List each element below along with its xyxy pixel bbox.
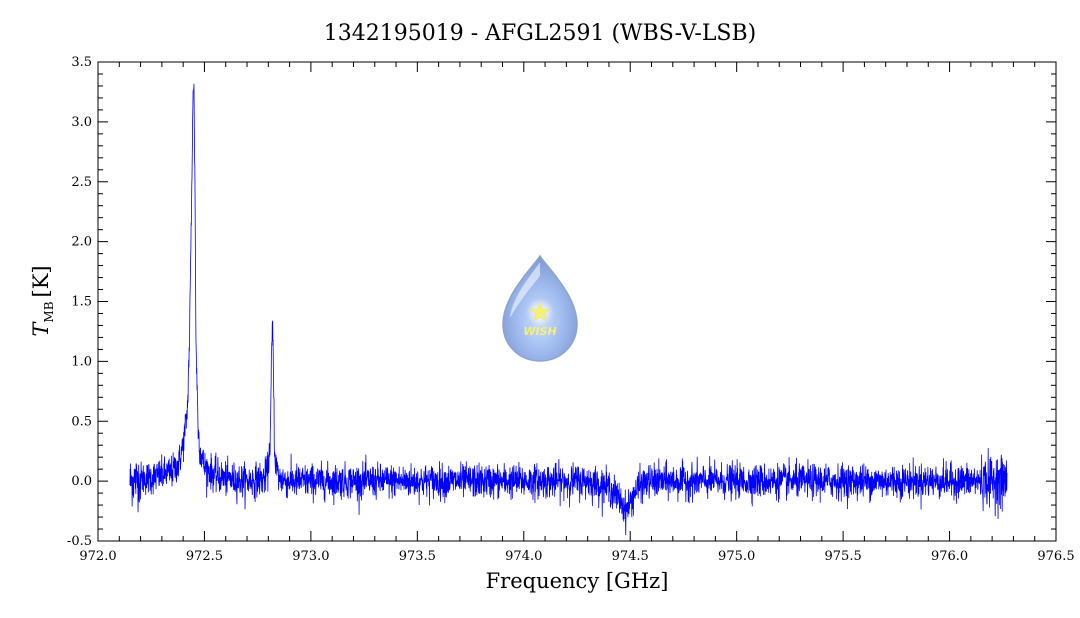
y-tick-label: 0.5 (71, 414, 92, 429)
x-tick-label: 972.0 (79, 549, 116, 564)
x-tick-label: 973.5 (399, 549, 436, 564)
y-tick-label: 1.5 (71, 295, 92, 310)
chart-title: 1342195019 - AFGL2591 (WBS-V-LSB) (324, 21, 757, 46)
water-drop-star-logo: WISH (502, 254, 578, 362)
y-tick-label: 3.5 (71, 55, 92, 70)
y-tick-label: 3.0 (71, 115, 92, 130)
x-tick-label: 974.0 (505, 549, 542, 564)
x-tick-label: 975.5 (825, 549, 862, 564)
y-tick-label: 1.0 (71, 354, 92, 369)
x-tick-label: 974.5 (612, 549, 649, 564)
x-axis-label: Frequency [GHz] (486, 569, 669, 593)
y-tick-label: 2.5 (71, 175, 92, 190)
x-tick-label: 975.0 (718, 549, 755, 564)
y-axis-unit: [K] (29, 265, 53, 297)
x-tick-label: 972.5 (186, 549, 223, 564)
x-axis: 972.0 972.5 973.0 973.5 974.0 974.5 975.0 975.5… (79, 62, 1075, 564)
spectrum-series-line (129, 83, 1008, 536)
x-tick-label: 973.0 (292, 549, 329, 564)
logo-text: WISH (523, 325, 556, 338)
y-tick-label: -0.5 (67, 534, 92, 549)
drop-highlight (510, 262, 540, 318)
y-tick-label: 2.0 (71, 235, 92, 250)
x-tick-label: 976.0 (931, 549, 968, 564)
y-axis-label: TMB [K] (29, 265, 56, 336)
x-tick-label: 976.5 (1037, 549, 1074, 564)
star-icon (529, 301, 551, 322)
y-axis-symbol: T (29, 321, 53, 337)
y-tick-label: 0.0 (71, 474, 92, 489)
y-axis-subscript: MB (42, 301, 56, 322)
y-axis: -0.5 0.0 0.5 1.0 1.5 2.0 2.5 3.0 3.5 (67, 55, 1056, 549)
